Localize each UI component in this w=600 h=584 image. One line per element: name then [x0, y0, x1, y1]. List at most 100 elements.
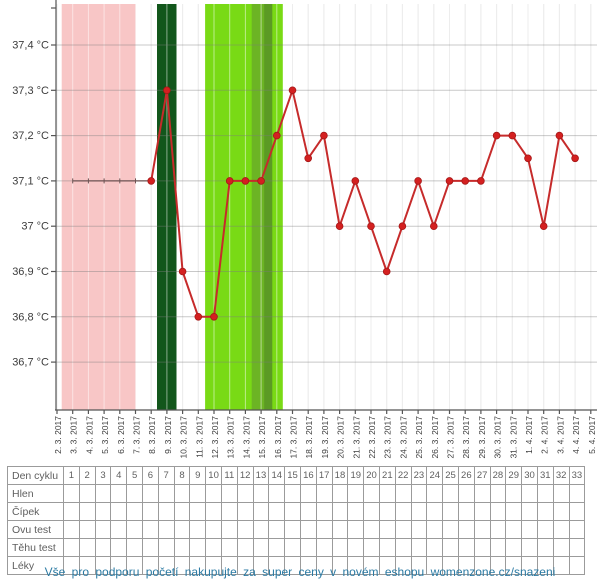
day-cell	[410, 520, 428, 539]
day-cell	[110, 538, 128, 557]
day-cell	[268, 556, 286, 575]
day-cell: 6	[141, 466, 159, 485]
temperature-point[interactable]: 8. 3. 2017: 37.1	[147, 177, 156, 185]
svg-text:2. 4. 2017: 2. 4. 2017	[540, 416, 550, 454]
svg-text:20. 3. 2017: 20. 3. 2017	[336, 416, 346, 459]
day-cell	[378, 502, 396, 521]
day-cell	[347, 538, 365, 557]
row-label: Čípek	[7, 502, 64, 521]
day-cell	[410, 538, 428, 557]
day-cell	[189, 556, 207, 575]
temperature-point[interactable]: 13. 3. 2017: 37.1	[225, 177, 234, 185]
day-cell: 28	[489, 466, 507, 485]
temperature-point[interactable]: 18. 3. 2017: 37.15	[304, 154, 313, 163]
day-cell: 1	[63, 466, 80, 485]
cycle-phase-bands	[61, 4, 283, 410]
temperature-point[interactable]: 15. 3. 2017: 37.1	[257, 177, 265, 185]
day-cell	[220, 520, 238, 539]
temperature-point[interactable]: 3. 4. 2017: 37.2	[555, 131, 564, 140]
day-cell	[426, 502, 444, 521]
temperature-line	[150, 89, 576, 318]
temperature-point[interactable]: 19. 3. 2017: 37.2	[320, 131, 328, 140]
temperature-point[interactable]: 26. 3. 2017: 37	[429, 222, 438, 231]
day-cell	[315, 502, 333, 521]
temperature-point[interactable]: 30. 3. 2017: 37.2	[492, 131, 501, 140]
temperature-point[interactable]: 31. 3. 2017: 37.2	[508, 131, 517, 140]
day-cell: 24	[426, 466, 444, 485]
day-cell	[568, 502, 586, 521]
day-cell	[141, 538, 159, 557]
day-cell	[394, 556, 412, 575]
row-label: Den cyklu	[7, 466, 64, 485]
temperature-point[interactable]: 4. 4. 2017: 37.15	[571, 154, 579, 163]
day-cell	[94, 484, 112, 503]
day-cell	[331, 520, 349, 539]
day-cell	[536, 502, 554, 521]
day-cell	[94, 538, 112, 557]
day-cell	[457, 538, 475, 557]
day-cell	[220, 502, 238, 521]
day-cell: 14	[268, 466, 286, 485]
day-cell	[63, 556, 80, 575]
day-cell	[378, 520, 396, 539]
day-cell: 13	[252, 466, 270, 485]
temperature-point[interactable]: 12. 3. 2017: 36.8	[210, 312, 218, 321]
day-cell	[363, 556, 380, 575]
temperature-point[interactable]: 23. 3. 2017: 36.9	[382, 267, 391, 276]
temperature-point[interactable]: 14. 3. 2017: 37.1	[241, 177, 250, 185]
day-cell	[552, 520, 570, 539]
day-cell	[236, 538, 254, 557]
table-row: Čípek	[7, 502, 586, 521]
temperature-point[interactable]: 21. 3. 2017: 37.1	[351, 177, 360, 185]
temperature-point[interactable]: 22. 3. 2017: 37	[367, 222, 375, 231]
day-cell	[363, 520, 380, 539]
temperature-point[interactable]: 28. 3. 2017: 37.1	[461, 177, 470, 185]
day-cell: 17	[315, 466, 333, 485]
temperature-point[interactable]: 24. 3. 2017: 37	[398, 222, 407, 231]
gridline-overlay	[56, 4, 597, 410]
day-cell	[189, 484, 207, 503]
day-cell: 33	[568, 466, 586, 485]
day-cell: 7	[157, 466, 175, 485]
day-cell	[268, 502, 286, 521]
temperature-point[interactable]: 16. 3. 2017: 37.2	[272, 131, 281, 140]
cycle-journal-table: Den cyklu 1 2 3 4 5 6 7 8 9 10 11 12 13 14 15 16 17 18 19 20…	[7, 466, 586, 575]
temperature-point[interactable]: 1. 4. 2017: 37.15	[524, 154, 532, 163]
day-cell	[552, 502, 570, 521]
eshop-promo-link[interactable]: Vše pro podporu početí nakupujte za supe…	[44, 565, 556, 579]
temperature-series: 8. 3. 2017: 37.1 9. 3. 2017: 37.3 10. 3. 2…	[147, 86, 579, 321]
menstruation-band	[61, 4, 136, 410]
svg-text:23. 3. 2017: 23. 3. 2017	[383, 416, 393, 459]
day-cell	[78, 502, 96, 521]
day-cell	[284, 538, 301, 557]
day-cell	[252, 484, 270, 503]
day-cell	[157, 502, 175, 521]
day-cell	[363, 484, 380, 503]
day-cell	[157, 520, 175, 539]
day-cell	[378, 484, 396, 503]
day-cell	[568, 484, 586, 503]
temperature-point[interactable]: 2. 4. 2017: 37	[539, 222, 548, 231]
svg-text:2. 3. 2017: 2. 3. 2017	[53, 416, 63, 454]
day-cell	[110, 520, 128, 539]
svg-text:12. 3. 2017: 12. 3. 2017	[210, 416, 220, 459]
day-cell	[236, 484, 254, 503]
day-cell	[394, 520, 412, 539]
temperature-point[interactable]: 29. 3. 2017: 37.1	[477, 177, 485, 185]
day-cell	[205, 502, 222, 521]
row-label: Těhu test	[7, 538, 64, 557]
temperature-point[interactable]: 25. 3. 2017: 37.1	[414, 177, 422, 185]
day-cell	[536, 484, 554, 503]
temperature-point[interactable]: 11. 3. 2017: 36.8	[194, 312, 203, 321]
temperature-point[interactable]: 10. 3. 2017: 36.9	[178, 267, 187, 276]
temperature-point[interactable]: 9. 3. 2017: 37.3	[163, 86, 171, 95]
day-cell	[536, 538, 554, 557]
temperature-point[interactable]: 17. 3. 2017: 37.3	[288, 86, 297, 95]
svg-text:16. 3. 2017: 16. 3. 2017	[273, 416, 283, 459]
day-cell	[363, 538, 380, 557]
day-cell	[63, 502, 80, 521]
day-cell	[347, 502, 365, 521]
svg-text:3. 4. 2017: 3. 4. 2017	[555, 416, 565, 454]
temperature-point[interactable]: 27. 3. 2017: 37.1	[445, 177, 454, 185]
temperature-point[interactable]: 20. 3. 2017: 37	[335, 222, 344, 231]
